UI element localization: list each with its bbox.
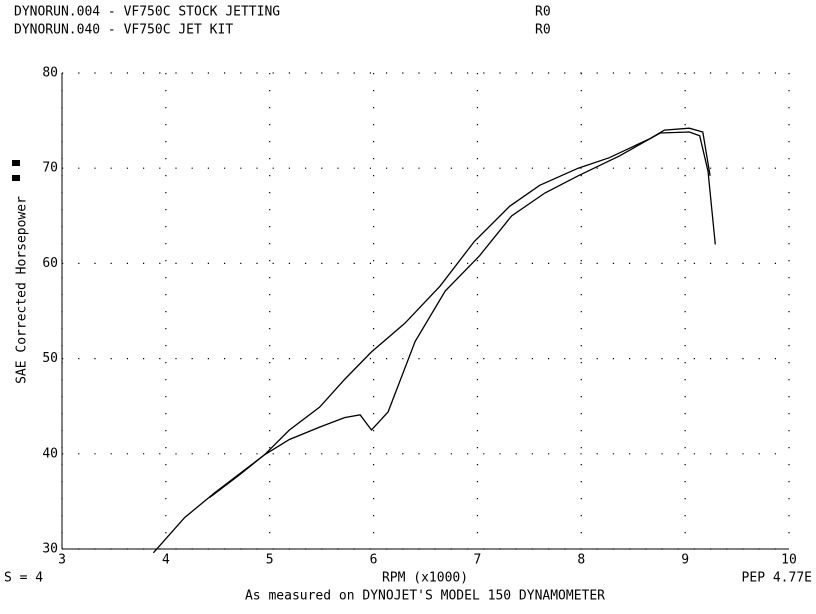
legend-run: R0 (535, 23, 551, 38)
x-axis-label: RPM (x1000) (382, 571, 468, 586)
legend-label: DYNORUN.004 - VF750C STOCK JETTING (14, 5, 280, 20)
y-tick-label: 40 (42, 446, 58, 461)
footnote: As measured on DYNOJET'S MODEL 150 DYNAM… (245, 589, 605, 604)
y-tick-label: 50 (42, 351, 58, 366)
y-axis-label: SAE Corrected Horsepower (15, 196, 30, 384)
x-tick-label: 8 (577, 553, 585, 568)
x-tick-label: 4 (162, 553, 170, 568)
x-tick-label: 5 (266, 553, 274, 568)
y-tick-label: 70 (42, 161, 58, 176)
footer-right: PEP 4.77E (742, 571, 812, 586)
x-tick-label: 6 (370, 553, 378, 568)
legend-swatch (12, 175, 20, 181)
series-line (209, 131, 716, 499)
x-tick-label: 7 (474, 553, 482, 568)
legend-swatch (12, 160, 20, 166)
x-tick-label: 3 (58, 553, 66, 568)
x-tick-label: 9 (681, 553, 689, 568)
series-line (152, 127, 711, 554)
y-tick-label: 80 (42, 66, 58, 81)
y-tick-label: 60 (42, 256, 58, 271)
footer-left: S = 4 (4, 571, 43, 586)
x-tick-label: 10 (781, 553, 797, 568)
legend-run: R0 (535, 5, 551, 20)
y-tick-label: 30 (42, 542, 58, 557)
legend-label: DYNORUN.040 - VF750C JET KIT (14, 23, 233, 38)
